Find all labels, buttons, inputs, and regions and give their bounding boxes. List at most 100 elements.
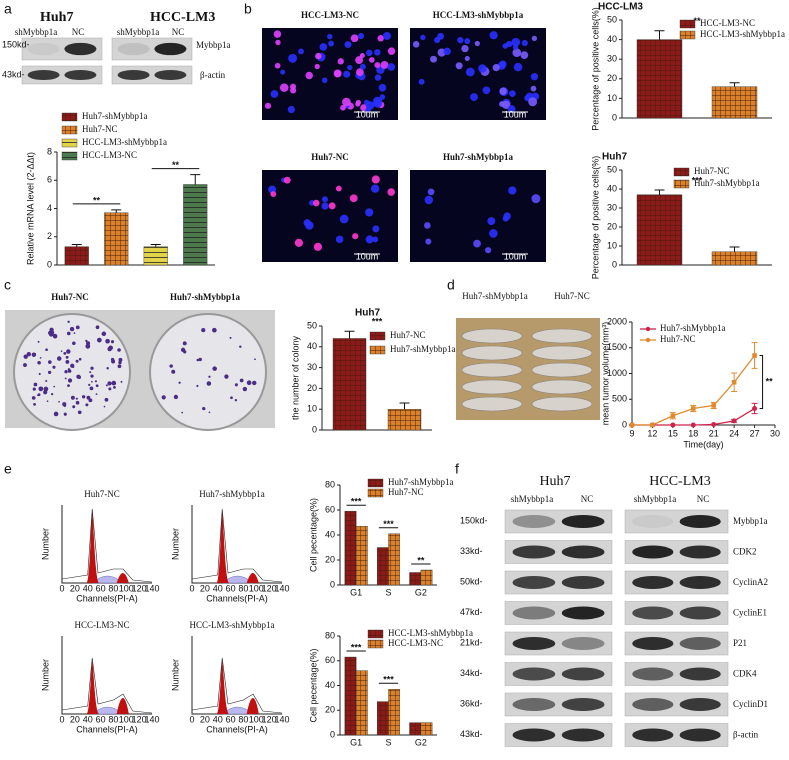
significance: **	[93, 195, 101, 205]
nucleus	[360, 104, 368, 112]
histogram-tick: 20	[70, 714, 80, 724]
x-tick-label: G2	[415, 587, 427, 597]
blot-band	[679, 545, 721, 559]
colony	[85, 403, 89, 407]
error-bar	[729, 82, 740, 87]
nucleus	[288, 53, 298, 63]
legend-swatch	[679, 30, 696, 40]
nucleus	[528, 97, 538, 107]
nucleus	[366, 49, 373, 57]
colony	[31, 396, 36, 400]
point	[670, 422, 676, 428]
nucleus	[530, 85, 537, 92]
blot-band	[561, 606, 605, 620]
y-tick-label: 40	[607, 34, 617, 44]
error-bar	[654, 30, 665, 40]
x-tick-label: G1	[350, 737, 362, 747]
point	[752, 353, 757, 358]
y-tick-label: 20	[607, 73, 617, 83]
nucleus	[512, 44, 519, 50]
protein-label: CDK4	[733, 669, 757, 679]
legend-swatch	[673, 179, 690, 189]
colony	[56, 356, 62, 361]
colony	[88, 383, 91, 386]
colony	[196, 358, 200, 362]
blot-band	[117, 42, 150, 56]
colony	[63, 412, 67, 415]
chart-title: Huh7	[355, 308, 380, 319]
colony	[58, 400, 60, 403]
blot-band	[512, 606, 556, 620]
histogram-outline	[61, 508, 153, 583]
x-tick-label: 12	[647, 428, 657, 438]
histogram-tick: 120	[262, 583, 277, 593]
protein-label: CyclinA2	[733, 577, 768, 587]
nucleus	[355, 101, 361, 107]
protein-label: β-actin	[733, 730, 759, 740]
histogram-tick: 140	[274, 583, 289, 593]
colony	[182, 341, 187, 346]
colony	[45, 348, 48, 352]
nucleus	[424, 195, 434, 205]
point	[752, 406, 758, 412]
nucleus	[382, 31, 391, 40]
colony	[161, 395, 166, 400]
x-tick-label: S	[385, 587, 391, 597]
error-bar	[729, 246, 740, 252]
panel-letter: d	[447, 277, 455, 293]
histogram-g2	[116, 573, 129, 583]
protein-label: Mybbp1a	[196, 40, 231, 50]
plate-title: Huh7-NC	[51, 292, 89, 302]
y-axis-label: Cell pecentage(%)	[308, 648, 318, 722]
marker-label: 43kd-	[460, 729, 483, 739]
colony	[50, 392, 54, 396]
colony	[64, 370, 68, 374]
colony	[198, 357, 202, 362]
colony	[68, 369, 72, 373]
colony	[107, 381, 112, 386]
x-tick-label: 18	[688, 428, 698, 438]
blot-band	[154, 69, 187, 81]
nucleus	[314, 63, 320, 70]
nucleus	[512, 48, 522, 57]
nucleus	[328, 40, 335, 47]
colony	[206, 381, 212, 386]
colony	[105, 338, 110, 344]
colony	[90, 374, 94, 378]
colony	[171, 369, 176, 374]
colony	[94, 380, 98, 383]
mouse	[531, 345, 593, 361]
colony	[239, 378, 244, 383]
colony	[39, 356, 42, 359]
point	[711, 403, 717, 408]
mouse	[461, 345, 523, 361]
colony	[96, 337, 102, 343]
nucleus	[290, 83, 297, 90]
legend-swatch	[367, 629, 384, 639]
nucleus	[502, 43, 508, 49]
colony	[60, 350, 63, 352]
colony	[169, 364, 173, 368]
point	[731, 418, 737, 424]
axis	[61, 636, 152, 715]
histogram-outline	[61, 657, 153, 714]
nucleus	[343, 70, 351, 78]
histogram-tick: 40	[213, 714, 223, 724]
legend-marker	[645, 326, 651, 332]
y-tick-label: 30	[307, 362, 317, 372]
blot-band	[561, 667, 605, 681]
histogram-x-label: Channels(PI-A)	[206, 593, 268, 603]
legend-label: Huh7-shMybbp1a	[388, 477, 454, 487]
image-title: Huh7-shMybbp1a	[443, 152, 514, 162]
histogram-tick: 120	[132, 714, 147, 724]
blot-band	[632, 698, 674, 711]
histogram-tick: 80	[108, 583, 118, 593]
nucleus	[327, 33, 333, 40]
nucleus	[374, 62, 381, 69]
nucleus	[464, 56, 470, 62]
significance-bracket	[759, 354, 764, 410]
nucleus	[473, 239, 481, 248]
y-tick-label: 6	[47, 175, 52, 185]
significance: ***	[383, 519, 394, 529]
blot-band	[561, 637, 605, 650]
